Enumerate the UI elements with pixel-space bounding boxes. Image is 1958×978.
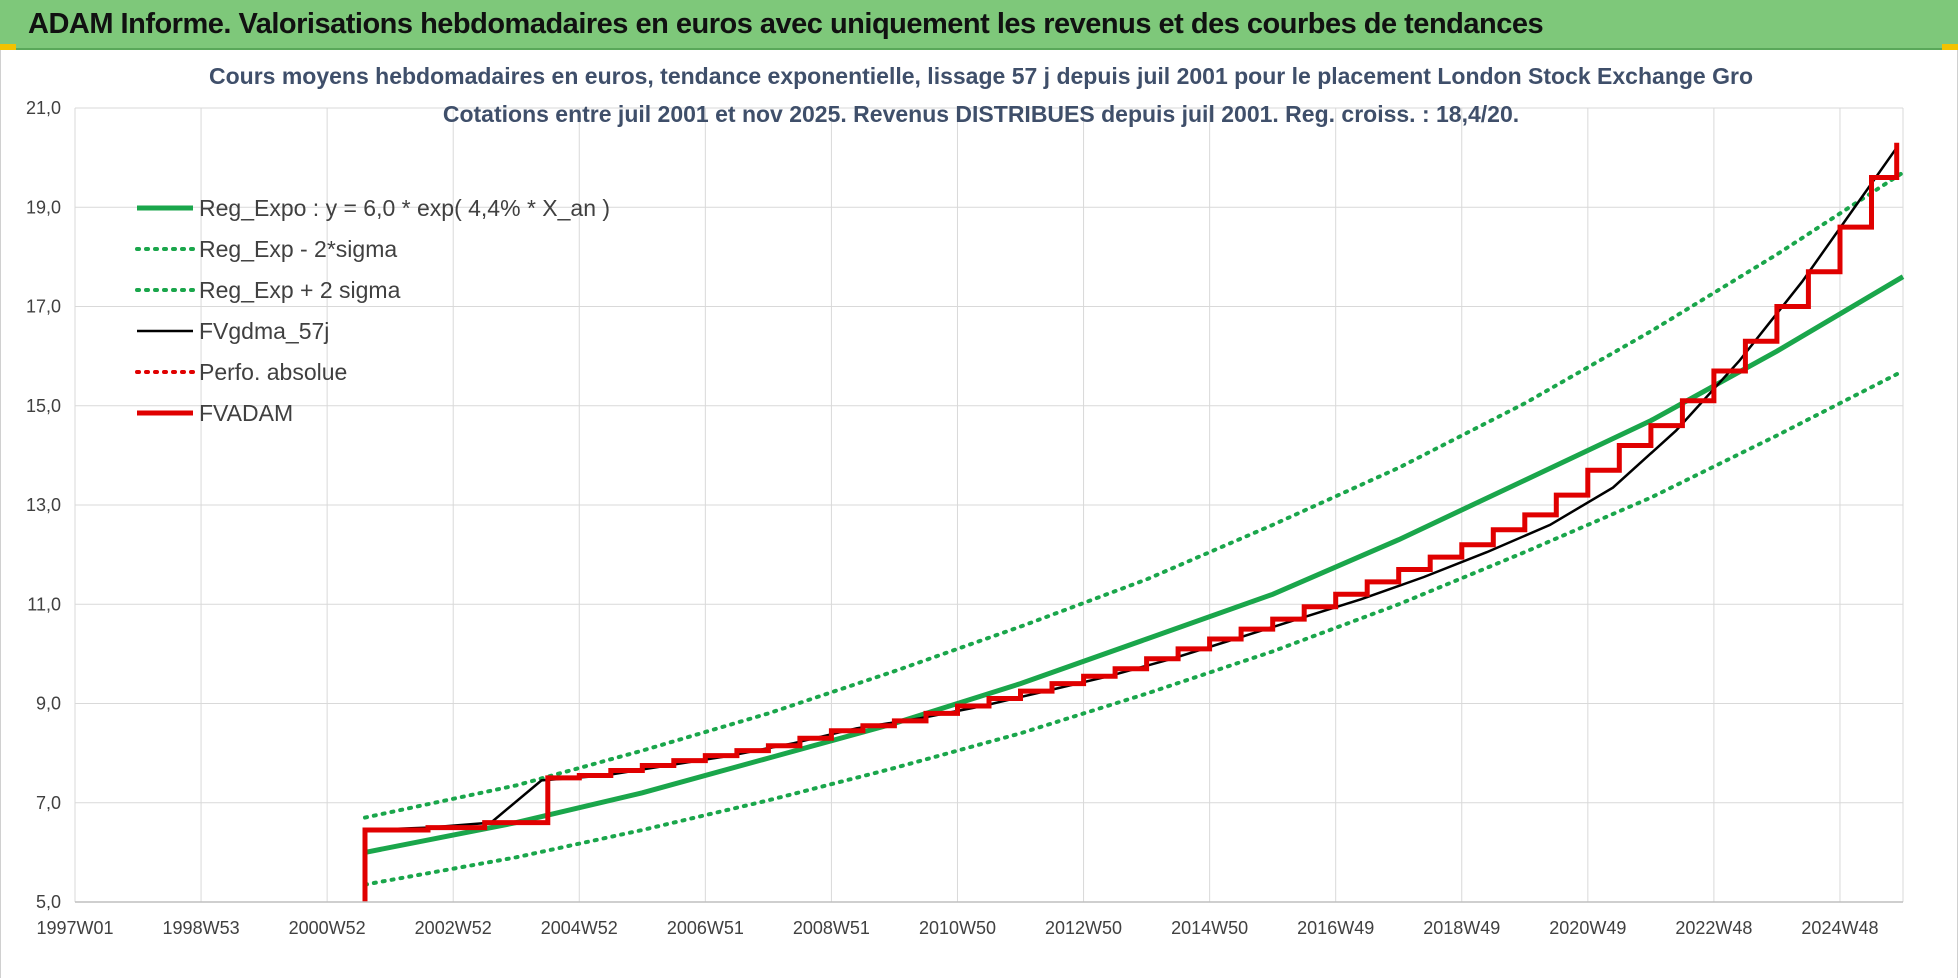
x-tick-label: 2014W50 [1171, 918, 1248, 938]
legend-label: Reg_Expo : y = 6,0 * exp( 4,4% * X_an ) [199, 195, 610, 221]
legend: Reg_Expo : y = 6,0 * exp( 4,4% * X_an ) R… [135, 195, 610, 426]
y-tick-label: 13,0 [26, 495, 61, 515]
series-line-2 [363, 170, 1905, 820]
legend-label: Reg_Exp - 2*sigma [199, 236, 397, 262]
y-tick-label: 7,0 [36, 793, 61, 813]
x-tick-label: 2010W50 [919, 918, 996, 938]
series-line-5 [362, 142, 1900, 902]
series-line-0 [364, 274, 1905, 855]
x-tick-label: 1997W01 [36, 918, 113, 938]
x-tick-label: 1998W53 [163, 918, 240, 938]
x-tick-label: 2008W51 [793, 918, 870, 938]
corner-marker-left [0, 44, 16, 50]
y-tick-label: 11,0 [27, 594, 61, 614]
x-tick-label: 2022W48 [1675, 918, 1752, 938]
x-tick-label: 2006W51 [667, 918, 744, 938]
report-title: ADAM Informe. Valorisations hebdomadaire… [28, 8, 1544, 40]
chart-svg: 5,0 7,0 9,0 11,0 13,0 15,0 17,0 19,0 21,0 1997W01… [26, 63, 1905, 938]
chart-frame: 5,0 7,0 9,0 11,0 13,0 15,0 17,0 19,0 21,0 1997W01… [0, 50, 1958, 978]
y-tick-label: 9,0 [36, 694, 61, 714]
x-tick-label: 2002W52 [415, 918, 492, 938]
x-tick-label: 2000W52 [289, 918, 366, 938]
axis-labels: 5,0 7,0 9,0 11,0 13,0 15,0 17,0 19,0 21,0 1997W01… [26, 98, 1903, 938]
legend-label: Reg_Exp + 2 sigma [199, 277, 401, 303]
series-lines [362, 142, 1905, 902]
legend-label: FVgdma_57j [199, 318, 329, 344]
chart-title: Cours moyens hebdomadaires en euros, ten… [209, 63, 1753, 89]
x-tick-label: 2016W49 [1297, 918, 1374, 938]
corner-marker-right [1942, 44, 1958, 50]
x-tick-label: 2004W52 [541, 918, 618, 938]
x-tick-label: 2012W50 [1045, 918, 1122, 938]
grid-lines [74, 107, 1904, 903]
y-tick-label: 19,0 [26, 197, 61, 217]
y-tick-label: 17,0 [26, 297, 61, 317]
series-line-1 [363, 369, 1905, 887]
x-tick-label: 2024W48 [1801, 918, 1878, 938]
x-tick-label: 2018W49 [1423, 918, 1500, 938]
y-tick-label: 21,0 [26, 98, 61, 118]
legend-label: Perfo. absolue [199, 359, 347, 385]
y-tick-label: 5,0 [36, 892, 61, 912]
report-banner: ADAM Informe. Valorisations hebdomadaire… [0, 0, 1958, 50]
y-tick-label: 15,0 [26, 396, 61, 416]
x-tick-label: 2020W49 [1549, 918, 1626, 938]
series-line-3 [364, 146, 1898, 832]
legend-label: FVADAM [199, 400, 293, 426]
chart-subtitle: Cotations entre juil 2001 et nov 2025. R… [443, 101, 1519, 127]
